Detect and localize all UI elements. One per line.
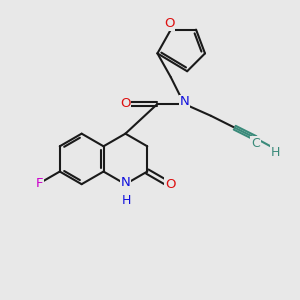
Text: O: O [120,98,130,110]
Text: O: O [164,17,175,30]
Text: C: C [251,137,260,150]
Text: H: H [271,146,280,159]
Text: N: N [121,176,130,189]
Text: F: F [36,177,44,190]
Text: H: H [121,194,131,207]
Text: O: O [165,178,175,191]
Text: N: N [179,95,189,108]
